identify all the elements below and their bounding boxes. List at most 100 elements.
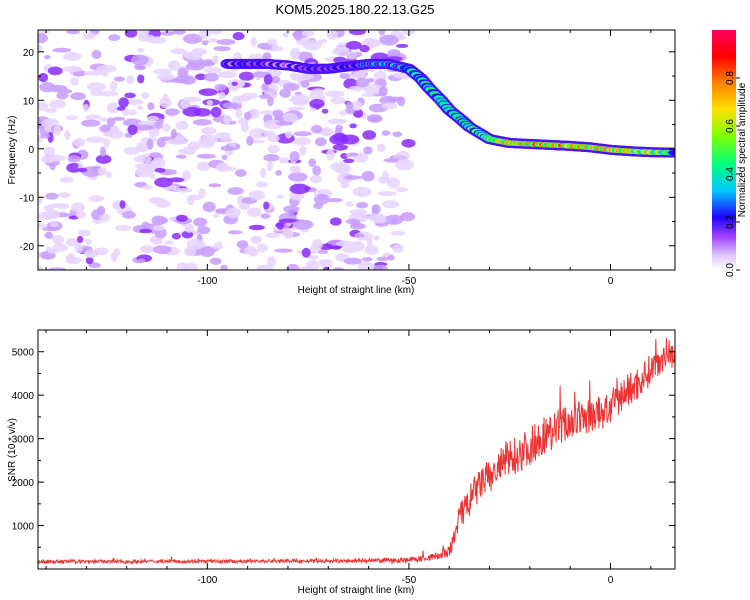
noise-blob <box>97 205 106 216</box>
noise-blob <box>289 72 299 81</box>
noise-blob <box>58 192 71 198</box>
noise-blob <box>80 119 101 127</box>
noise-blob <box>244 111 252 121</box>
x-tick-label: -50 <box>402 575 417 586</box>
noise-blob <box>119 200 126 209</box>
noise-blob <box>392 131 403 138</box>
noise-blob <box>103 138 110 148</box>
noise-blob <box>267 96 274 107</box>
noise-blob <box>186 195 195 206</box>
noise-blob <box>106 117 116 127</box>
noise-blob <box>84 238 92 245</box>
noise-blob <box>312 165 321 176</box>
x-tick-label: -100 <box>197 276 217 287</box>
noise-blob <box>392 244 404 253</box>
noise-blob <box>251 139 266 144</box>
noise-blob <box>78 229 91 237</box>
noise-blob <box>365 40 380 46</box>
colorbar-label: Normalized spectral amplitude <box>737 82 748 217</box>
noise-blob <box>38 44 43 54</box>
noise-blob <box>220 145 235 152</box>
noise-blob <box>180 99 190 109</box>
noise-blob <box>184 262 198 270</box>
noise-blob <box>218 92 226 100</box>
noise-blob <box>142 185 153 190</box>
noise-blob <box>387 49 401 58</box>
noise-blob <box>201 126 217 135</box>
noise-blob <box>311 124 323 134</box>
noise-blob <box>373 235 380 241</box>
noise-blob <box>364 245 379 255</box>
noise-blob <box>339 72 351 80</box>
noise-blob <box>278 218 299 223</box>
noise-blob <box>290 94 310 105</box>
noise-blob <box>263 153 280 162</box>
noise-blob <box>162 93 169 103</box>
noise-blob <box>125 98 144 106</box>
noise-blob <box>362 130 377 140</box>
noise-blob <box>193 217 208 227</box>
colorbar-tick-label: 0.8 <box>725 71 736 85</box>
noise-blob <box>236 195 246 206</box>
noise-blob <box>178 149 185 154</box>
noise-blob <box>146 115 159 122</box>
noise-blob <box>171 232 181 240</box>
noise-blob <box>223 114 232 125</box>
noise-blob <box>318 39 328 44</box>
noise-blob <box>339 110 348 116</box>
noise-blob <box>283 82 300 91</box>
noise-blob <box>390 230 406 236</box>
noise-blob <box>343 175 363 180</box>
noise-blob <box>73 138 86 147</box>
noise-blob <box>381 102 398 110</box>
noise-blob <box>136 141 149 153</box>
noise-blob <box>56 203 69 210</box>
x-tick-label: -100 <box>197 575 217 586</box>
noise-blob <box>373 71 387 82</box>
noise-blob <box>184 223 195 233</box>
noise-blob <box>95 154 112 164</box>
noise-blob <box>266 160 273 172</box>
noise-blob <box>193 108 211 117</box>
noise-blob <box>99 146 107 157</box>
noise-blob <box>276 221 285 230</box>
noise-blob <box>170 48 187 55</box>
noise-blob <box>391 217 398 225</box>
noise-blob <box>47 66 63 76</box>
y-tick-label: 10 <box>23 96 35 107</box>
noise-blob <box>329 119 344 124</box>
noise-blob <box>87 82 107 92</box>
x-tick-label: -50 <box>402 276 417 287</box>
noise-blob <box>329 217 342 226</box>
noise-blob <box>192 119 213 126</box>
noise-blob <box>213 46 232 52</box>
noise-blob <box>185 62 205 71</box>
noise-blob <box>64 130 71 140</box>
noise-blob <box>383 158 399 163</box>
colorbar-ramp <box>712 30 736 270</box>
noise-blob <box>127 124 138 135</box>
y-tick-label: -10 <box>20 193 35 204</box>
noise-blob <box>38 196 43 205</box>
noise-blob <box>153 245 172 255</box>
noise-blob <box>43 146 56 157</box>
noise-blob <box>359 44 370 53</box>
noise-blob <box>118 97 129 108</box>
noise-blob <box>275 169 282 176</box>
noise-blob <box>263 201 270 210</box>
noise-blob <box>67 155 81 163</box>
noise-blob <box>349 30 366 36</box>
noise-blob <box>43 209 61 220</box>
noise-blob <box>381 130 391 136</box>
noise-blob <box>321 108 329 114</box>
noise-blob <box>206 38 220 43</box>
noise-blob <box>343 257 362 265</box>
noise-blob <box>312 238 323 250</box>
noise-blob <box>247 207 262 218</box>
noise-blob <box>361 170 375 182</box>
noise-blob <box>241 122 249 133</box>
noise-blob <box>274 248 293 253</box>
noise-blob <box>85 136 106 143</box>
noise-blob <box>186 239 206 250</box>
